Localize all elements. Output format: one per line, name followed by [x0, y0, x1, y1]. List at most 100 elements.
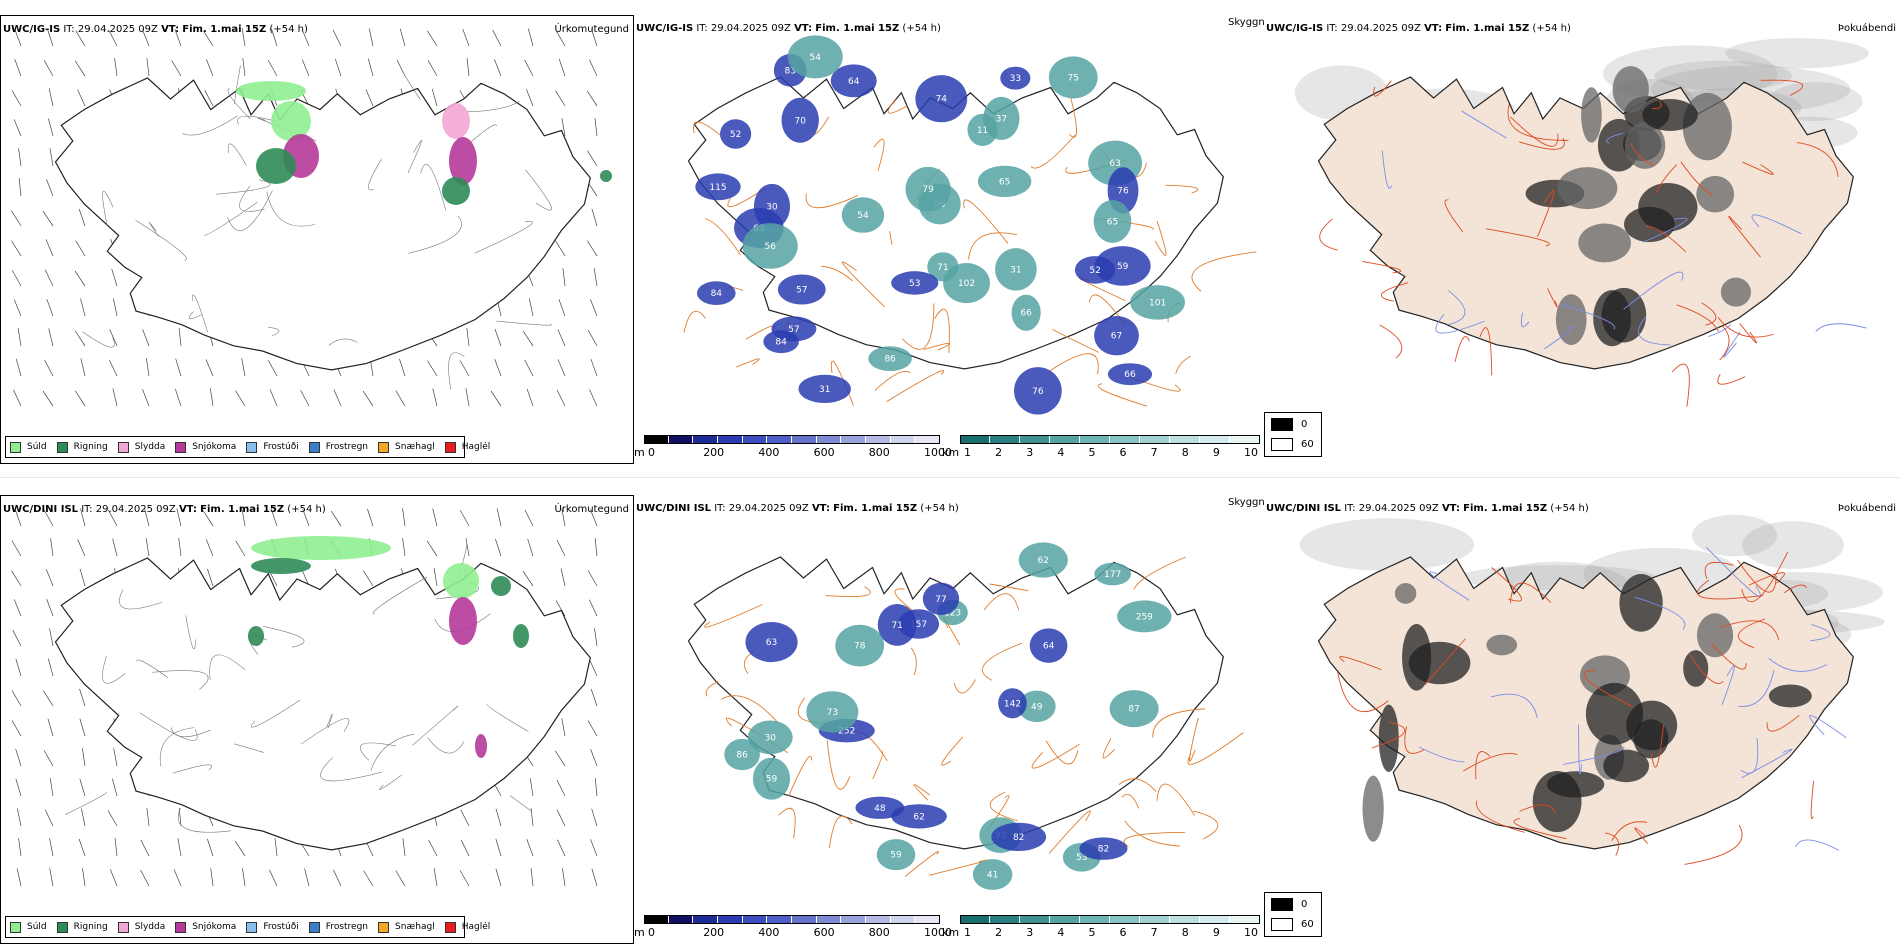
init-time: 29.04.2025 09Z	[1358, 503, 1439, 514]
precip-area	[491, 576, 511, 596]
colorbar-segment	[866, 915, 891, 924]
wind-barb	[178, 328, 182, 347]
road	[1191, 251, 1257, 292]
road	[152, 670, 209, 690]
road	[1154, 220, 1167, 256]
legend-swatch	[56, 441, 68, 453]
wind-barb	[301, 29, 310, 47]
road	[1563, 746, 1625, 765]
cloud-base-height-colorbar: m 0 200 400 600 800 1000	[634, 435, 952, 460]
road	[841, 261, 886, 308]
lead-time: (+54 h)	[920, 503, 959, 514]
legend-swatch-60	[1271, 918, 1293, 931]
road	[263, 626, 305, 648]
colorbar-segment	[960, 915, 990, 924]
legend-item: Haglél	[444, 921, 490, 933]
colorbar-tick: 6	[1119, 926, 1127, 939]
road	[872, 750, 884, 779]
legend-swatch	[56, 921, 68, 933]
legend-swatch	[378, 921, 390, 933]
road	[1447, 290, 1466, 326]
colorbar-segment	[767, 915, 792, 924]
road	[82, 331, 115, 348]
init-time: 29.04.2025 09Z	[710, 23, 791, 34]
wind-barb	[43, 750, 54, 767]
panel-header: UWC/IG-IS IT: 29.04.2025 09Z VT: Fim. 1.…	[3, 24, 308, 35]
road	[1133, 556, 1186, 590]
road	[1606, 132, 1624, 144]
wind-barb	[49, 628, 54, 647]
wind-barb	[427, 360, 438, 377]
road	[736, 358, 760, 368]
legend-label: Súld	[27, 922, 47, 932]
wind-barb	[11, 570, 22, 587]
legend-item: Slydda	[117, 441, 165, 453]
road	[1547, 288, 1558, 308]
wind-barb	[42, 210, 54, 227]
road	[1643, 217, 1688, 243]
panel-header: UWC/IG-IS IT: 29.04.2025 09Z VT: Fim. 1.…	[636, 23, 941, 34]
cloud-base-label: 65	[999, 177, 1010, 187]
road	[889, 231, 893, 245]
road	[913, 784, 931, 801]
lead-time: (+54 h)	[1532, 23, 1571, 34]
wind-barb	[49, 778, 54, 797]
colorbar-tick: 8	[1181, 926, 1189, 939]
fog-cell	[1682, 92, 1732, 161]
legend-label: Snæhagl	[395, 922, 435, 932]
road	[1739, 323, 1757, 344]
road	[266, 191, 315, 227]
road	[1102, 738, 1115, 759]
wind-barb	[590, 509, 598, 527]
fog-cell	[1362, 775, 1384, 842]
road	[1479, 327, 1493, 376]
precip-panel-title: Úrkomutegund	[554, 504, 629, 515]
legend-item: Snæhagl	[378, 921, 435, 933]
fog-cell	[1633, 719, 1669, 759]
wind-barb	[301, 59, 310, 77]
cloud-base-label: 83	[785, 66, 796, 76]
cloud-base-label: 64	[848, 77, 860, 87]
cloud-base-label: 77	[935, 595, 946, 605]
road	[1476, 800, 1525, 833]
colorbar-tick: 2	[995, 446, 1003, 459]
wind-barb	[78, 208, 86, 227]
cloud-base-label: 177	[1104, 570, 1121, 580]
road	[234, 65, 241, 105]
valid-time: Fim. 1.mai 15Z	[1463, 503, 1548, 514]
precip-area	[236, 81, 306, 101]
cloud-patch	[835, 624, 885, 667]
fog-cell	[1585, 682, 1644, 745]
wind-barb	[586, 90, 598, 107]
wind-barb	[433, 868, 438, 887]
wind-barb	[112, 538, 118, 557]
legend-swatch	[308, 441, 320, 453]
precip-area	[442, 177, 470, 205]
cloud-patch	[720, 119, 752, 149]
wind-barb	[46, 599, 54, 617]
cloud-base-label: 57	[788, 325, 799, 335]
wind-barb	[561, 118, 566, 137]
fog-patch	[1725, 38, 1869, 69]
road	[1796, 142, 1839, 178]
wind-barb	[206, 59, 214, 77]
init-time: 29.04.2025 09Z	[1340, 23, 1421, 34]
wind-barb	[332, 29, 342, 47]
wind-barb	[142, 329, 150, 347]
model-name: UWC/IG-IS	[3, 24, 61, 35]
wind-barb	[207, 838, 214, 857]
fog-patch	[1691, 514, 1777, 557]
road	[475, 221, 533, 254]
road	[1319, 218, 1338, 251]
visibility-colorbar: km 1 2 3 4 5 6 7 8 9 10	[942, 915, 1262, 940]
dark-fog-cells	[1362, 574, 1812, 842]
road	[1768, 658, 1827, 672]
cloud-base-label: 57	[796, 285, 807, 295]
wind-barb	[18, 838, 22, 857]
cloud-base-label: 41	[987, 871, 998, 881]
legend-swatch	[246, 921, 258, 933]
wind-barb	[17, 328, 22, 347]
wind-barb	[524, 359, 534, 377]
wind-barb	[15, 658, 22, 677]
cloud-patch	[1130, 285, 1185, 320]
